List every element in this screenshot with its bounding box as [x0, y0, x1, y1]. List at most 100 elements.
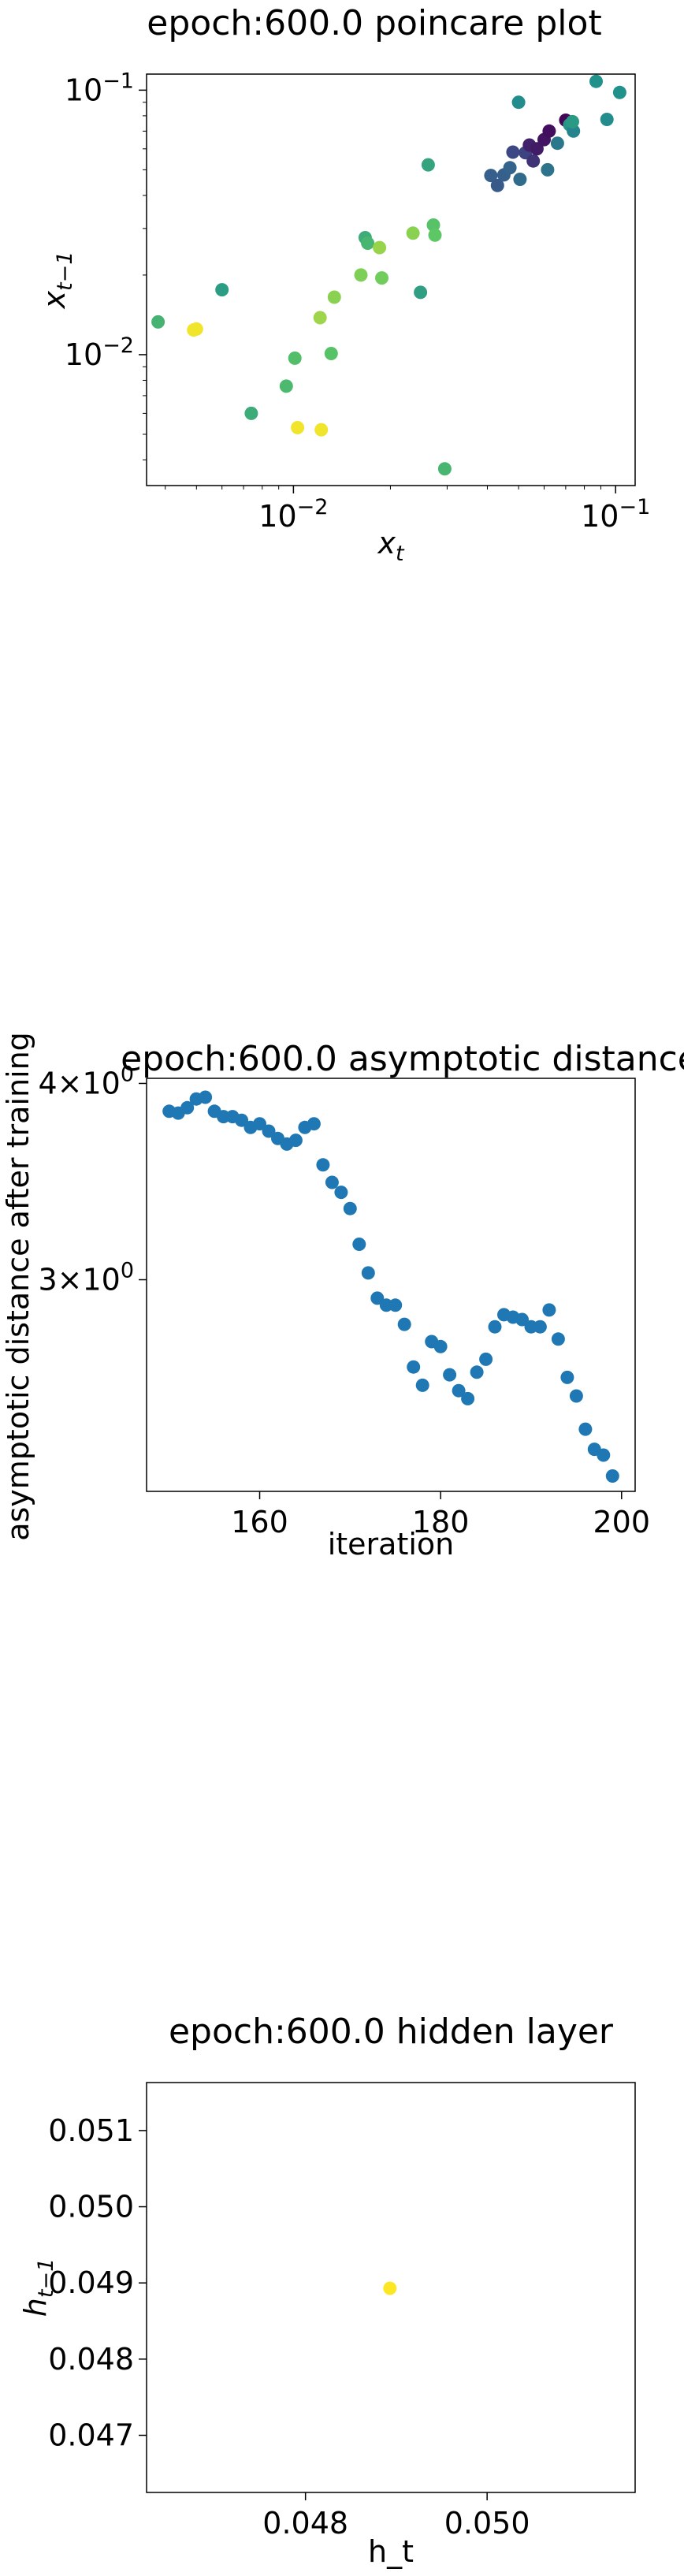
asymptotic-points	[162, 1090, 619, 1483]
poincare-point-6	[288, 351, 302, 365]
hidden-layer-ylabel-sub: t−1	[34, 2258, 58, 2298]
asymptotic-point-16	[307, 1117, 321, 1131]
asymptotic-xtick-2-label: 200	[593, 1505, 651, 1539]
poincare-ylabel-base: x	[37, 290, 72, 309]
asymptotic-point-10	[253, 1117, 266, 1131]
poincare-point-33	[530, 142, 544, 156]
asymptotic-title: epoch:600.0 asymptotic distance	[121, 1039, 684, 1079]
poincare-point-27	[506, 145, 520, 159]
asymptotic-point-32	[452, 1383, 466, 1398]
asymptotic-point-2	[180, 1100, 195, 1115]
poincare-xlabel: xt	[377, 526, 405, 566]
poincare-point-18	[414, 285, 428, 300]
asymptotic-ticks: 160 180 200 4×100 3×100	[38, 1062, 650, 1539]
poincare-points	[151, 74, 626, 476]
asymptotic-point-19	[334, 1186, 348, 1200]
poincare-plot-frame	[146, 73, 636, 486]
asymptotic-point-11	[262, 1124, 276, 1138]
asymptotic-point-18	[325, 1175, 339, 1189]
hidden-layer-points	[383, 2281, 397, 2295]
poincare-xtick-0-label: 10−2	[258, 495, 328, 534]
poincare-point-8	[314, 423, 329, 437]
poincare-point-41	[566, 114, 579, 128]
asymptotic-point-17	[316, 1158, 330, 1172]
hidden-layer-xtick-1-label: 0.050	[444, 2506, 530, 2541]
poincare-point-22	[437, 462, 452, 476]
poincare-point-37	[550, 136, 564, 151]
poincare-xlabel-sub: t	[396, 542, 405, 566]
hidden-layer-point-0	[383, 2281, 397, 2295]
hidden-layer-ytick-4-label: 0.051	[48, 2113, 134, 2148]
poincare-ytick-0-label: 10−2	[65, 333, 134, 372]
poincare-ticks: 10−2 10−1 10−2 10−1	[65, 69, 650, 534]
asymptotic-point-44	[560, 1370, 574, 1384]
poincare-xlabel-base: x	[377, 526, 396, 560]
asymptotic-point-41	[533, 1320, 547, 1334]
poincare-ylabel: xt−1	[37, 251, 77, 310]
poincare-point-20	[426, 218, 441, 232]
poincare-title: epoch:600.0 poincare plot	[147, 3, 601, 43]
asymptotic-point-28	[415, 1378, 429, 1392]
asymptotic-point-45	[569, 1389, 583, 1403]
poincare-point-12	[354, 268, 368, 282]
poincare-point-42	[589, 74, 603, 88]
poincare-point-4	[244, 406, 258, 420]
asymptotic-point-42	[542, 1303, 556, 1317]
asymptotic-point-27	[407, 1360, 421, 1374]
asymptotic-point-33	[461, 1391, 475, 1405]
hidden-layer-ytick-0-label: 0.047	[48, 2418, 134, 2453]
hidden-layer-title: epoch:600.0 hidden layer	[169, 2012, 614, 2052]
poincare-point-35	[541, 162, 555, 177]
hidden-layer-ytick-2-label: 0.049	[48, 2265, 134, 2300]
asymptotic-point-8	[235, 1113, 249, 1127]
poincare-point-26	[503, 161, 517, 175]
asymptotic-xtick-1-label: 180	[412, 1505, 470, 1539]
asymptotic-point-21	[352, 1238, 366, 1251]
poincare-point-0	[151, 315, 165, 329]
asymptotic-point-22	[361, 1266, 375, 1280]
poincare-point-5	[279, 379, 293, 393]
asymptotic-plot-frame	[146, 1078, 636, 1492]
poincare-point-24	[490, 178, 504, 192]
poincare-point-36	[542, 124, 556, 138]
hidden-layer-ytick-3-label: 0.050	[48, 2190, 134, 2224]
poincare-point-9	[313, 311, 327, 325]
poincare-point-23	[484, 169, 498, 183]
poincare-chart: epoch:600.0 poincare plot 10−2 10−110−210…	[37, 3, 650, 566]
poincare-point-3	[215, 283, 229, 297]
asymptotic-point-26	[397, 1317, 411, 1331]
asymptotic-point-14	[288, 1134, 303, 1148]
poincare-point-17	[406, 226, 420, 240]
asymptotic-point-46	[578, 1422, 593, 1436]
poincare-point-7	[291, 421, 305, 434]
asymptotic-point-30	[433, 1339, 448, 1353]
asymptotic-point-25	[388, 1298, 403, 1312]
hidden-layer-xlabel: h_t	[368, 2534, 414, 2569]
hidden-layer-ytick-1-label: 0.048	[48, 2342, 134, 2377]
hidden-layer-xtick-0-label: 0.048	[262, 2506, 348, 2541]
poincare-xtick-1-label: 10−1	[581, 495, 650, 534]
poincare-point-21	[428, 228, 442, 242]
poincare-point-43	[600, 113, 614, 126]
asymptotic-ylabel: asymptotic distance after training	[1, 1032, 35, 1541]
poincare-point-16	[375, 271, 388, 285]
poincare-point-2	[189, 322, 203, 336]
poincare-ylabel-sub: t−1	[53, 251, 77, 291]
asymptotic-point-43	[551, 1332, 565, 1346]
asymptotic-point-48	[597, 1448, 611, 1462]
asymptotic-distance-chart: epoch:600.0 asymptotic distance 160 180 20…	[1, 1032, 684, 1562]
poincare-point-10	[324, 347, 338, 360]
asymptotic-xlabel: iteration	[328, 1527, 455, 1562]
poincare-point-29	[511, 95, 526, 110]
asymptotic-point-39	[515, 1312, 529, 1327]
asymptotic-ytick-0-label: 4×100	[38, 1062, 134, 1100]
asymptotic-point-36	[488, 1320, 502, 1334]
hidden-layer-plot-frame	[146, 2082, 636, 2493]
poincare-point-44	[612, 85, 626, 99]
poincare-ytick-1-label: 10−1	[65, 69, 134, 107]
asymptotic-point-34	[470, 1365, 484, 1379]
asymptotic-xtick-0-label: 160	[231, 1505, 288, 1539]
poincare-point-11	[327, 290, 341, 304]
hidden-layer-chart: epoch:600.0 hidden layer 0.048 0.050 0.047…	[18, 2012, 636, 2569]
